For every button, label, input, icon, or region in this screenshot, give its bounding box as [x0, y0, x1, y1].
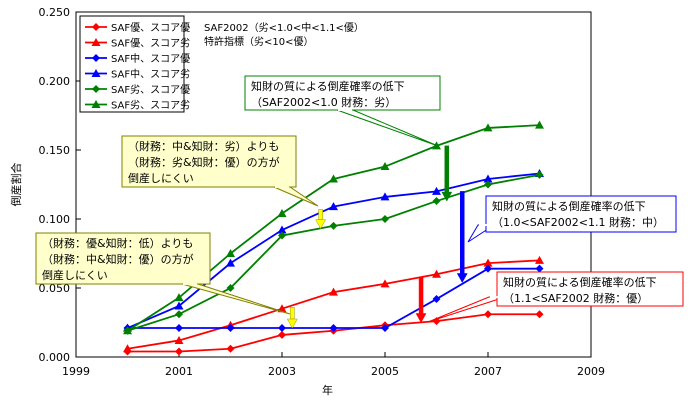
- legend-label: SAF劣、スコア優: [111, 83, 190, 96]
- callout-line: 知財の質による倒産確率の低下: [492, 199, 646, 213]
- x-tick-label: 2009: [577, 365, 605, 378]
- arrow-shaft: [319, 209, 323, 219]
- scale-note: SAF2002（劣<1.0<中<1.1<優）: [204, 21, 364, 34]
- y-tick-label: 0.000: [39, 351, 71, 364]
- callout-line: 倒産しにくい: [42, 269, 108, 282]
- callout-line: （SAF2002<1.0 財務：劣）: [251, 95, 396, 109]
- callout-line: （財務：劣&知財：優）の方が: [128, 155, 280, 169]
- y-tick-label: 0.200: [39, 75, 71, 88]
- callout-line: 倒産しにくい: [128, 172, 194, 185]
- legend-label: SAF優、スコア優: [111, 21, 190, 34]
- legend-label: SAF劣、スコア劣: [111, 99, 190, 112]
- arrow-shaft: [460, 191, 464, 273]
- arrow-shaft: [290, 307, 294, 319]
- scale-note: 特許指標（劣<10<優）: [204, 35, 313, 48]
- legend-label: SAF中、スコア優: [111, 52, 190, 65]
- callout-line: （財務：優&知財：低）よりも: [42, 236, 193, 250]
- x-tick-label: 2007: [474, 365, 502, 378]
- callout-line: 知財の質による倒産確率の低下: [251, 79, 405, 93]
- callout-line: （財務：中&知財：劣）よりも: [128, 139, 279, 153]
- y-tick-label: 0.100: [39, 213, 71, 226]
- legend-label: SAF優、スコア劣: [111, 37, 190, 50]
- callout-line: （財務：中&知財：優）の方が: [42, 252, 194, 266]
- callout-line: 知財の質による倒産確率の低下: [503, 275, 657, 289]
- x-tick-label: 1999: [62, 365, 90, 378]
- y-tick-label: 0.250: [39, 6, 71, 19]
- legend-label: SAF中、スコア劣: [111, 68, 190, 81]
- callout-line: （1.1<SAF2002 財務：優）: [503, 291, 648, 305]
- arrow-shaft: [445, 146, 449, 192]
- callout-line: （1.0<SAF2002<1.1 財務：中）: [492, 215, 664, 229]
- legend: SAF優、スコア優 SAF優、スコア劣 SAF中、スコア優 SAF中、スコア劣 SAF劣…: [80, 16, 190, 112]
- x-tick-label: 2003: [268, 365, 296, 378]
- x-tick-label: 2005: [371, 365, 399, 378]
- x-axis-title: 年: [322, 383, 333, 397]
- y-tick-label: 0.150: [39, 144, 71, 157]
- x-tick-label: 2001: [165, 365, 193, 378]
- arrow-shaft: [419, 277, 423, 314]
- y-axis-title: 倒産割合: [9, 163, 23, 207]
